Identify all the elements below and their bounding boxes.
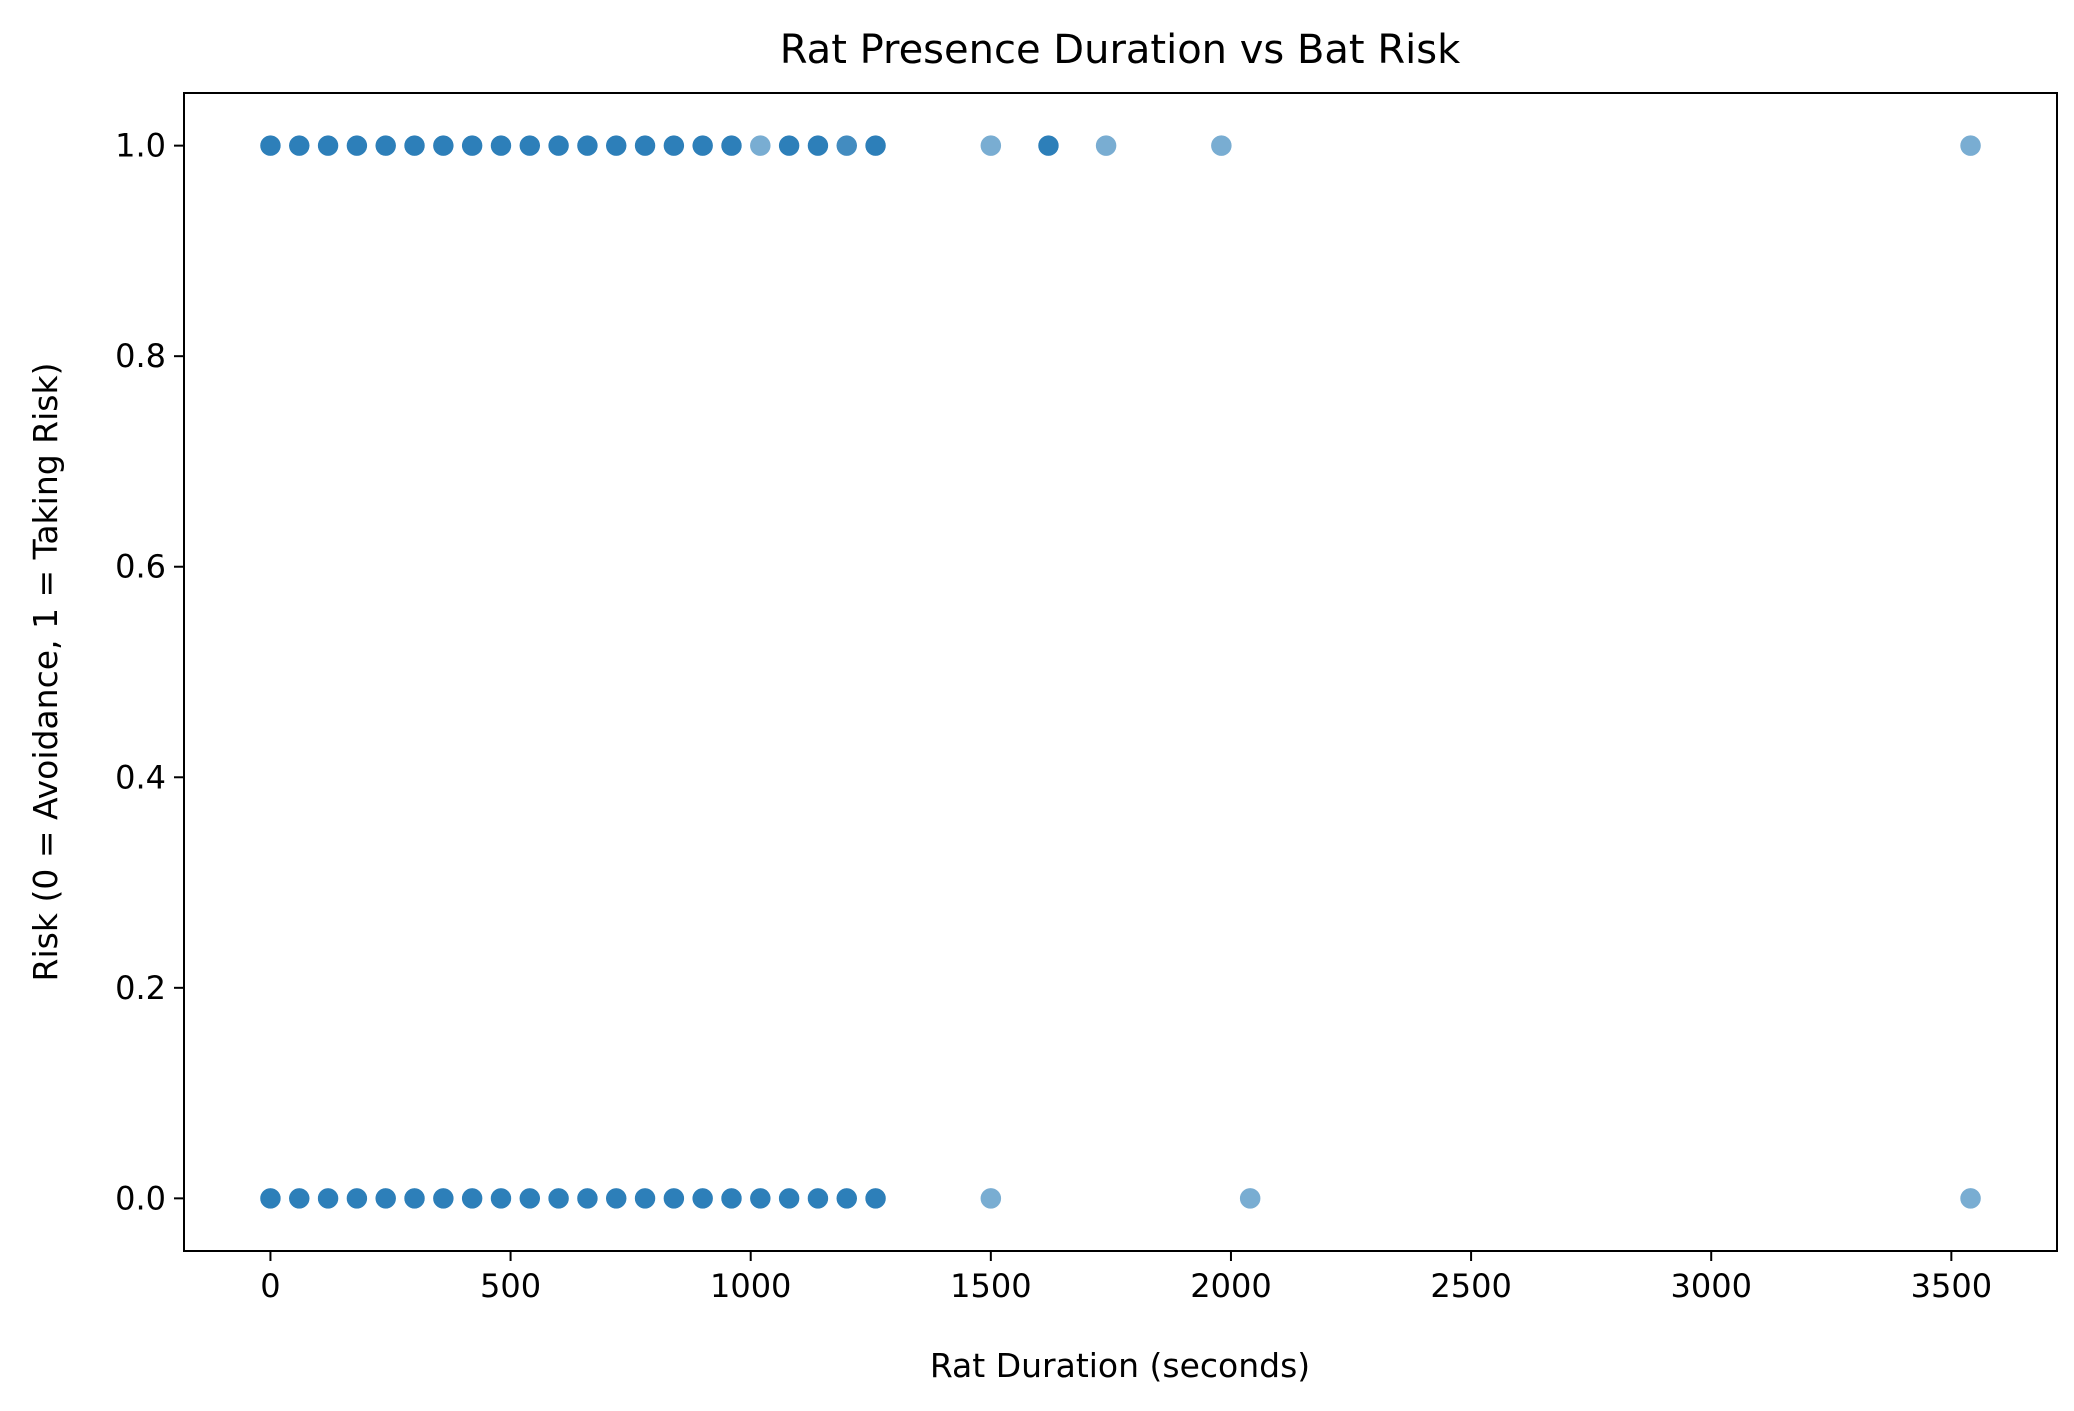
scatter-point	[1958, 133, 1983, 158]
scatter-point	[748, 133, 773, 158]
y-tick-label: 0.2	[115, 969, 166, 1007]
scatter-point	[460, 1186, 484, 1211]
y-tick-label: 0.6	[115, 548, 166, 586]
scatter-point	[460, 133, 484, 158]
scatter-point	[806, 1186, 830, 1211]
scatter-point	[863, 133, 888, 158]
x-tick-label: 2500	[1430, 1267, 1511, 1305]
scatter-point	[662, 1186, 686, 1211]
y-tick-label: 0.8	[115, 337, 166, 375]
scatter-point	[633, 133, 657, 158]
y-tick-label: 0.0	[115, 1179, 166, 1217]
scatter-point	[575, 1186, 600, 1211]
scatter-point	[316, 1186, 340, 1211]
scatter-point	[518, 1186, 542, 1211]
scatter-point	[546, 1186, 571, 1211]
scatter-point	[287, 133, 312, 158]
y-tick-label: 0.4	[115, 758, 166, 796]
scatter-point	[345, 133, 369, 158]
scatter-point	[719, 133, 744, 158]
scatter-point	[489, 1186, 513, 1211]
scatter-point	[863, 1186, 888, 1211]
x-tick-label: 1500	[950, 1267, 1031, 1305]
scatter-point	[748, 1186, 773, 1211]
scatter-point	[373, 133, 398, 158]
scatter-point	[316, 133, 340, 158]
scatter-point	[345, 1186, 369, 1211]
scatter-point	[662, 133, 686, 158]
scatter-point	[402, 1186, 427, 1211]
scatter-point	[1238, 1186, 1262, 1211]
data-points	[258, 133, 1983, 1211]
y-tick-label: 1.0	[115, 127, 166, 165]
scatter-point	[1036, 133, 1061, 158]
scatter-point	[287, 1186, 312, 1211]
scatter-point	[1958, 1186, 1983, 1211]
scatter-point	[258, 1186, 283, 1211]
x-tick-label: 500	[480, 1267, 541, 1305]
scatter-point	[777, 133, 801, 158]
scatter-point	[719, 1186, 744, 1211]
scatter-point	[431, 133, 456, 158]
scatter-point	[633, 1186, 657, 1211]
x-tick-label: 3000	[1670, 1267, 1751, 1305]
scatter-point	[489, 133, 513, 158]
scatter-point	[258, 133, 283, 158]
scatter-point	[690, 133, 715, 158]
scatter-point	[835, 133, 859, 158]
x-tick-label: 1000	[710, 1267, 791, 1305]
scatter-point	[546, 133, 571, 158]
scatter-point	[806, 133, 830, 158]
scatter-point	[777, 1186, 801, 1211]
scatter-point	[1209, 133, 1234, 158]
plot-area-frame	[183, 92, 2058, 1252]
scatter-point	[979, 1186, 1003, 1211]
x-tick-label: 0	[260, 1267, 280, 1305]
scatter-point	[835, 1186, 859, 1211]
chart-title: Rat Presence Duration vs Bat Risk	[780, 27, 1461, 73]
scatter-point	[979, 133, 1003, 158]
scatter-point	[373, 1186, 398, 1211]
scatter-point	[518, 133, 542, 158]
scatter-point	[690, 1186, 715, 1211]
scatter-point	[604, 133, 628, 158]
scatter-point	[1094, 133, 1118, 158]
scatter-point	[575, 133, 600, 158]
axis-ticks: 0 500 1000 1500 2000 2500 3000 3500 0.0 0.2 0.4 0.6…	[115, 127, 1992, 1305]
scatter-point	[604, 1186, 628, 1211]
x-axis-label: Rat Duration (seconds)	[930, 1346, 1310, 1385]
scatter-point	[402, 133, 427, 158]
scatter-point	[431, 1186, 456, 1211]
y-axis-label: Risk (0 = Avoidance, 1 = Taking Risk)	[26, 363, 65, 982]
x-tick-label: 2000	[1190, 1267, 1271, 1305]
x-tick-label: 3500	[1911, 1267, 1992, 1305]
